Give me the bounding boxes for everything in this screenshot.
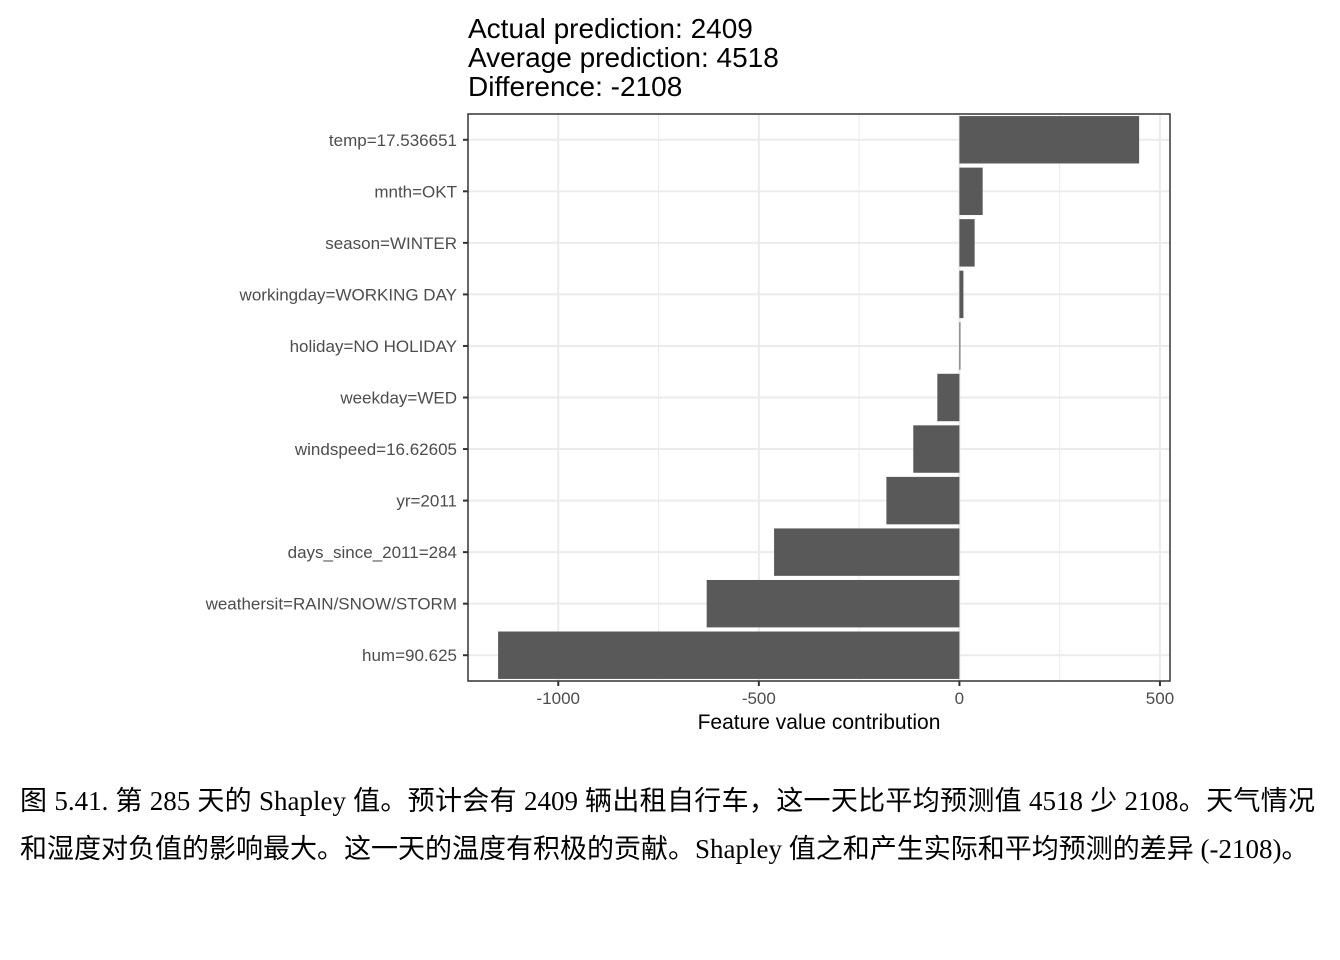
x-axis-title: Feature value contribution (698, 711, 941, 734)
x-axis: -1000 -500 0 500 (537, 681, 1174, 708)
bar (886, 476, 960, 525)
y-axis: temp=17.536651 mnth=OKT season=WINTER worki… (205, 131, 468, 665)
y-tick-label: weekday=WED (339, 389, 457, 408)
shapley-bar-chart: Actual prediction: 2409 Average predicti… (205, 13, 1175, 734)
bar (937, 373, 960, 422)
y-tick-label: hum=90.625 (362, 646, 457, 665)
bar (959, 270, 964, 319)
y-tick-label: workingday=WORKING DAY (239, 285, 457, 304)
y-tick-label: holiday=NO HOLIDAY (290, 337, 457, 356)
bars (498, 116, 1140, 679)
bar (959, 167, 983, 216)
bar (706, 579, 960, 628)
bar (959, 322, 961, 370)
y-tick-label: mnth=OKT (374, 182, 457, 201)
title-line-difference: Difference: -2108 (468, 71, 682, 102)
y-tick-label: weathersit=RAIN/SNOW/STORM (205, 595, 457, 614)
bar (959, 116, 1140, 164)
y-tick-label: yr=2011 (396, 492, 457, 511)
bar (959, 219, 975, 267)
title-line-average: Average prediction: 4518 (468, 42, 779, 73)
y-tick-label: season=WINTER (325, 234, 457, 253)
bar (774, 528, 960, 576)
y-tick-label: days_since_2011=284 (288, 543, 457, 562)
x-tick-label: -1000 (537, 689, 580, 708)
y-tick-label: temp=17.536651 (329, 131, 457, 150)
title-line-actual: Actual prediction: 2409 (468, 13, 753, 44)
figure-caption: 图 5.41. 第 285 天的 Shapley 值。预计会有 2409 辆出租… (20, 786, 1315, 864)
x-tick-label: -500 (742, 689, 776, 708)
x-tick-label: 500 (1146, 689, 1174, 708)
bar (498, 631, 960, 679)
y-tick-label: windspeed=16.62605 (294, 440, 457, 459)
x-tick-label: 0 (955, 689, 964, 708)
chart-title: Actual prediction: 2409 Average predicti… (468, 13, 779, 102)
bar (913, 425, 960, 473)
